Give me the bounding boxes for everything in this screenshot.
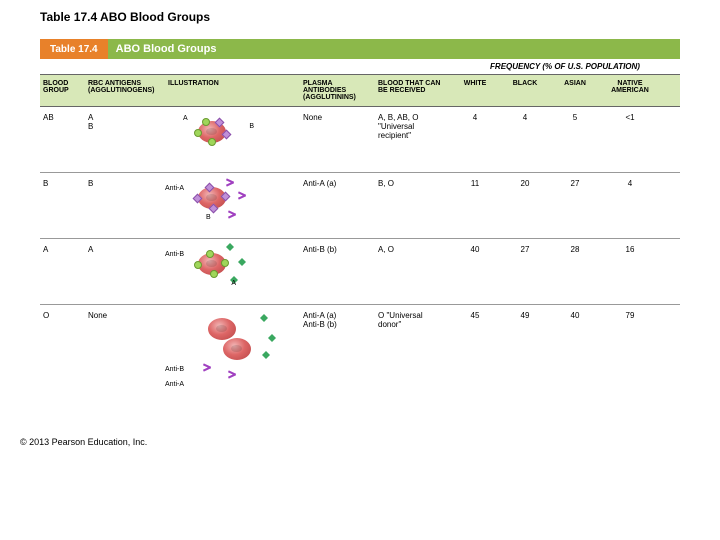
cell-native: 4 — [600, 173, 660, 238]
cell-native: 79 — [600, 305, 660, 402]
antigen-a-icon — [210, 270, 218, 278]
cell-illustration: Anti-A B — [165, 173, 300, 238]
table-title-bar: Table 17.4 ABO Blood Groups — [40, 39, 680, 59]
label-antia: Anti-A — [165, 185, 184, 192]
cell-group: O — [40, 305, 85, 402]
cell-black: 4 — [500, 107, 550, 172]
cell-illustration: A B — [165, 107, 300, 172]
cell-black: 49 — [500, 305, 550, 402]
cell-antigens: None — [85, 305, 165, 402]
cell-receive: A, B, AB, O "Universal recipient" — [375, 107, 450, 172]
page-title: Table 17.4 ABO Blood Groups — [40, 10, 700, 24]
cell-asian: 27 — [550, 173, 600, 238]
antibody-b-icon — [260, 314, 268, 321]
cell-receive: O "Universal donor" — [375, 305, 450, 402]
col-black: BLACK — [500, 75, 550, 106]
cell-white: 40 — [450, 239, 500, 304]
col-native: NATIVE AMERICAN — [600, 75, 660, 106]
col-blood-group: BLOOD GROUP — [40, 75, 85, 106]
antibody-a-icon — [228, 211, 238, 217]
label-antib: Anti-B — [165, 251, 184, 258]
copyright: © 2013 Pearson Education, Inc. — [20, 437, 700, 447]
col-plasma: PLASMA ANTIBODIES (AGGLUTININS) — [300, 75, 375, 106]
antigen-a-icon — [221, 259, 229, 267]
antigen-a-icon — [208, 138, 216, 146]
col-asian: ASIAN — [550, 75, 600, 106]
cell-plasma: Anti-A (a) Anti-B (b) — [300, 305, 375, 402]
table-row: AB A B A B None A, B, AB, O "Universal r… — [40, 107, 680, 173]
antibody-b-icon — [268, 334, 276, 341]
col-antigens: RBC ANTIGENS (AGGLUTINOGENS) — [85, 75, 165, 106]
frequency-header: FREQUENCY (% OF U.S. POPULATION) — [450, 59, 680, 74]
antigen-a-icon — [202, 118, 210, 126]
antibody-b-icon — [238, 258, 246, 265]
antigen-a-icon — [206, 250, 214, 258]
antibody-a-icon — [228, 371, 238, 377]
cell-illustration: Anti-B A — [165, 239, 300, 304]
antibody-b-icon — [262, 351, 270, 358]
cell-antigens: A — [85, 239, 165, 304]
cell-plasma: Anti-A (a) — [300, 173, 375, 238]
column-headers: BLOOD GROUP RBC ANTIGENS (AGGLUTINOGENS)… — [40, 75, 680, 107]
col-white: WHITE — [450, 75, 500, 106]
antibody-b-icon — [226, 243, 234, 250]
cell-black: 20 — [500, 173, 550, 238]
cell-white: 4 — [450, 107, 500, 172]
antigen-a-icon — [194, 129, 202, 137]
blood-group-table: Table 17.4 ABO Blood Groups FREQUENCY (%… — [40, 39, 680, 402]
antibody-a-icon — [238, 192, 248, 198]
cell-antigens: B — [85, 173, 165, 238]
cell-white: 45 — [450, 305, 500, 402]
rbc-icon — [208, 318, 236, 340]
col-receive: BLOOD THAT CAN BE RECEIVED — [375, 75, 450, 106]
cell-plasma: None — [300, 107, 375, 172]
table-row: A A Anti-B A Anti-B (b) A, O 40 27 28 16 — [40, 239, 680, 305]
antibody-a-icon — [226, 179, 236, 185]
cell-native: 16 — [600, 239, 660, 304]
label-a: A — [183, 115, 188, 122]
cell-receive: B, O — [375, 173, 450, 238]
cell-white: 11 — [450, 173, 500, 238]
cell-native: <1 — [600, 107, 660, 172]
cell-group: A — [40, 239, 85, 304]
cell-group: AB — [40, 107, 85, 172]
cell-antigens: A B — [85, 107, 165, 172]
col-illustration: ILLUSTRATION — [165, 75, 300, 106]
frequency-header-row: FREQUENCY (% OF U.S. POPULATION) — [40, 59, 680, 75]
cell-asian: 28 — [550, 239, 600, 304]
cell-group: B — [40, 173, 85, 238]
label-b: B — [206, 214, 211, 221]
cell-asian: 5 — [550, 107, 600, 172]
table-title: ABO Blood Groups — [116, 43, 217, 55]
table-number-badge: Table 17.4 — [40, 39, 108, 59]
rbc-icon — [223, 338, 251, 360]
cell-illustration: Anti-B Anti-A — [165, 305, 300, 402]
antigen-a-icon — [194, 261, 202, 269]
cell-asian: 40 — [550, 305, 600, 402]
cell-black: 27 — [500, 239, 550, 304]
label-antia: Anti-A — [165, 381, 184, 388]
table-row: B B Anti-A B Anti-A (a) B, O 11 20 27 4 — [40, 173, 680, 239]
cell-plasma: Anti-B (b) — [300, 239, 375, 304]
label-b: B — [249, 123, 254, 130]
cell-receive: A, O — [375, 239, 450, 304]
antibody-a-icon — [203, 364, 213, 370]
label-antib: Anti-B — [165, 366, 184, 373]
table-row: O None Anti-B Anti-A Anti-A (a) Anti-B (… — [40, 305, 680, 402]
label-a: A — [231, 280, 236, 287]
